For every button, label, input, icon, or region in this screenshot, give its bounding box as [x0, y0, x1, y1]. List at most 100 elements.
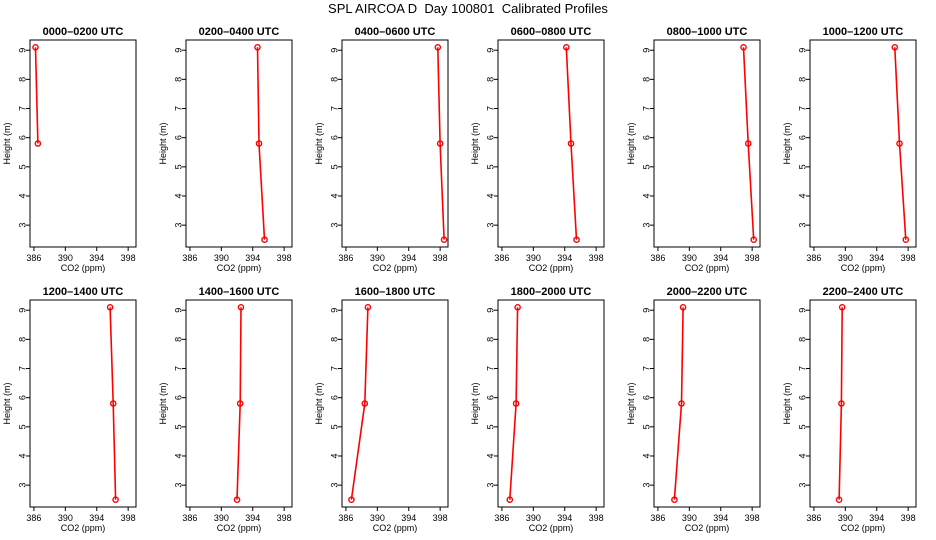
x-tick-label: 390	[370, 253, 385, 263]
x-tick-label: 398	[901, 253, 916, 263]
x-tick-label: 394	[713, 513, 728, 523]
y-tick-label: 4	[641, 193, 651, 198]
x-axis-label: CO2 (ppm)	[685, 523, 730, 533]
x-tick-label: 390	[58, 513, 73, 523]
chart-panel-1: 0000–0200 UTC 386 390 394 398 3 4 5 6 7 8 9 CO2 (ppm…	[2, 26, 137, 273]
data-point	[236, 400, 244, 407]
x-tick-label: 386	[806, 513, 821, 523]
x-tick-label: 394	[869, 253, 884, 263]
data-point	[567, 140, 575, 147]
x-axis-label: CO2 (ppm)	[841, 263, 886, 273]
x-tick-label: 394	[89, 513, 104, 523]
y-tick-label: 8	[329, 77, 339, 82]
data-point	[364, 303, 372, 311]
y-tick-label: 5	[641, 164, 651, 169]
y-tick-label: 3	[797, 223, 807, 228]
y-axis-label: Height (m)	[782, 382, 792, 424]
x-tick-label: 386	[26, 513, 41, 523]
x-tick-label: 390	[526, 253, 541, 263]
y-tick-label: 4	[485, 193, 495, 198]
x-tick-label: 394	[89, 253, 104, 263]
profile-line	[350, 307, 369, 500]
y-axis-label: Height (m)	[158, 382, 168, 424]
data-point	[361, 400, 369, 407]
y-tick-label: 3	[797, 483, 807, 488]
y-tick-label: 5	[329, 424, 339, 429]
plot-frame	[653, 299, 761, 508]
data-point	[440, 236, 448, 244]
x-tick-label: 394	[557, 513, 572, 523]
y-tick-label: 7	[173, 366, 183, 371]
x-tick-label: 394	[557, 253, 572, 263]
y-tick-label: 7	[329, 106, 339, 111]
y-tick-label: 9	[641, 308, 651, 313]
plot-frame	[341, 299, 449, 508]
y-tick-label: 5	[329, 164, 339, 169]
y-tick-label: 7	[17, 106, 27, 111]
y-tick-label: 3	[17, 483, 27, 488]
x-axis-label: CO2 (ppm)	[61, 523, 106, 533]
panel-title: 1200–1400 UTC	[43, 286, 124, 298]
y-tick-label: 6	[173, 395, 183, 400]
data-point	[891, 43, 899, 51]
y-tick-label: 6	[485, 135, 495, 140]
y-tick-label: 8	[797, 77, 807, 82]
data-point	[671, 496, 678, 504]
x-tick-label: 398	[745, 513, 760, 523]
y-tick-label: 6	[173, 135, 183, 140]
y-tick-label: 6	[797, 135, 807, 140]
y-tick-label: 4	[329, 453, 339, 458]
data-point	[744, 140, 752, 147]
panel-title: 0800–1000 UTC	[667, 26, 748, 38]
profile-line	[109, 307, 117, 500]
x-tick-label: 386	[182, 253, 197, 263]
y-tick-label: 3	[329, 223, 339, 228]
y-axis-label: Height (m)	[2, 382, 12, 424]
x-axis-label: CO2 (ppm)	[217, 523, 262, 533]
y-tick-label: 4	[797, 453, 807, 458]
plot-frame	[497, 39, 605, 248]
data-point	[514, 303, 521, 311]
data-point	[678, 400, 685, 407]
y-axis-label: Height (m)	[470, 382, 480, 424]
x-tick-label: 390	[682, 253, 697, 263]
data-point	[434, 43, 442, 51]
y-tick-label: 7	[641, 106, 651, 111]
y-tick-label: 5	[485, 424, 495, 429]
y-tick-label: 6	[17, 135, 27, 140]
x-tick-label: 394	[401, 513, 416, 523]
x-tick-label: 390	[838, 253, 853, 263]
y-tick-label: 5	[17, 424, 27, 429]
data-point	[348, 496, 355, 504]
y-tick-label: 8	[485, 77, 495, 82]
x-tick-label: 386	[338, 253, 353, 263]
x-tick-label: 398	[121, 513, 136, 523]
y-tick-label: 9	[173, 48, 183, 53]
y-tick-label: 3	[485, 223, 495, 228]
y-tick-label: 6	[329, 395, 339, 400]
y-axis-label: Height (m)	[314, 382, 324, 424]
data-point	[896, 140, 903, 147]
y-tick-label: 9	[17, 308, 27, 313]
plot-frame	[185, 39, 293, 248]
chart-panel-9: 1600–1800 UTC 386 390 394 398 3 4 5 6 7 8 9 CO2 (ppm…	[314, 286, 449, 533]
x-axis-label: CO2 (ppm)	[529, 263, 574, 273]
chart-panel-12: 2200–2400 UTC 386 390 394 398 3 4 5 6 7 8 9 CO2 (ppm…	[782, 286, 917, 533]
x-tick-label: 386	[806, 253, 821, 263]
data-point	[902, 236, 910, 244]
data-point	[109, 400, 117, 407]
data-point	[233, 496, 241, 504]
x-tick-label: 394	[245, 253, 260, 263]
y-tick-label: 7	[797, 366, 807, 371]
y-tick-label: 5	[485, 164, 495, 169]
x-axis-label: CO2 (ppm)	[373, 263, 418, 273]
y-tick-label: 3	[641, 483, 651, 488]
x-axis-label: CO2 (ppm)	[217, 263, 262, 273]
data-point	[679, 303, 687, 311]
figure-title: SPL AIRCOA D Day 100801 Calibrated Profi…	[328, 1, 608, 16]
x-tick-label: 390	[838, 513, 853, 523]
y-tick-label: 8	[797, 337, 807, 342]
panel-title: 2000–2200 UTC	[667, 286, 748, 298]
y-axis-label: Height (m)	[158, 122, 168, 164]
